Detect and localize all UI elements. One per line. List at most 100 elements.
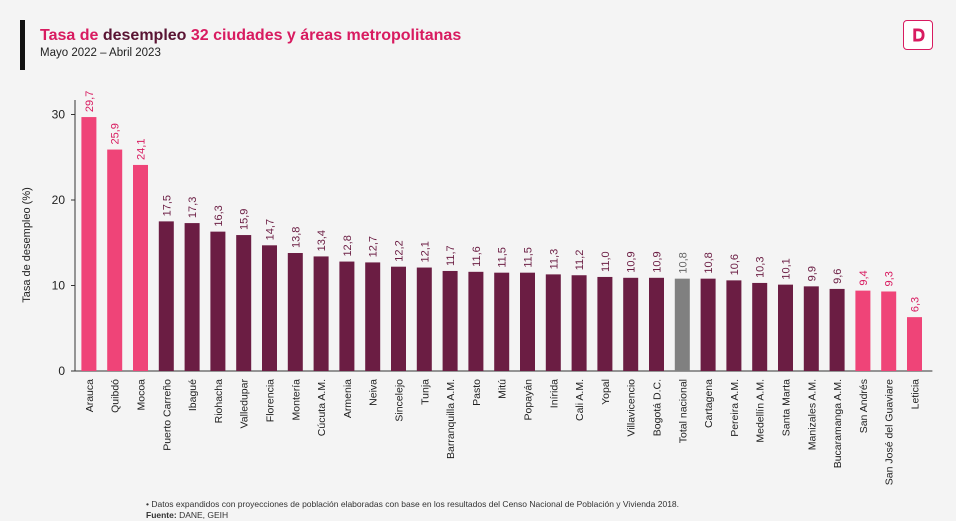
- source-label: Fuente:: [146, 510, 177, 520]
- value-label-20: 11,0: [600, 251, 612, 272]
- value-label-24: 10,8: [703, 252, 715, 273]
- bar-9: [313, 256, 329, 371]
- y-tick-label: 20: [52, 193, 66, 207]
- category-label-17: Popayán: [523, 379, 535, 421]
- category-label-24: Cartagena: [703, 379, 715, 428]
- bar-24: [700, 278, 716, 371]
- bar-31: [881, 291, 897, 371]
- bar-15: [468, 271, 484, 371]
- bar-29: [829, 288, 845, 371]
- category-label-15: Pasto: [471, 379, 483, 406]
- bar-10: [339, 261, 355, 371]
- footnote: • Datos expandidos con proyecciones de p…: [146, 499, 680, 509]
- chart-subtitle: Mayo 2022 – Abril 2023: [40, 47, 161, 59]
- y-tick-label: 10: [52, 279, 66, 293]
- category-label-32: Leticia: [910, 379, 922, 410]
- value-label-4: 17,3: [187, 197, 199, 218]
- category-label-14: Barranquilla A.M.: [445, 379, 457, 459]
- value-label-29: 9,6: [832, 269, 844, 284]
- source-text: DANE, GEIH: [176, 510, 229, 520]
- category-label-30: San Andrés: [858, 379, 870, 433]
- bar-16: [494, 272, 510, 371]
- bar-25: [726, 280, 742, 371]
- value-label-12: 12,2: [394, 240, 406, 261]
- bar-30: [855, 290, 871, 371]
- bar-22: [649, 277, 664, 371]
- title-part-3: 32 ciudades y áreas metropolitanas: [186, 27, 462, 44]
- category-label-19: Cali A.M.: [574, 379, 586, 421]
- value-label-6: 15,9: [239, 209, 251, 230]
- category-label-22: Bogotá D.C.: [652, 379, 664, 436]
- bar-27: [778, 284, 793, 371]
- category-label-26: Medellín A.M.: [755, 379, 767, 443]
- y-tick-label: 0: [58, 364, 65, 378]
- y-axis-label: Tasa de desempleo (%): [21, 187, 33, 303]
- title-accent-bar: [20, 20, 25, 70]
- value-label-27: 10,1: [781, 258, 793, 279]
- y-tick-label: 30: [52, 108, 66, 122]
- value-label-5: 16,3: [213, 205, 225, 226]
- chart-title: Tasa de desempleo 32 ciudades y áreas me…: [40, 27, 461, 45]
- category-label-16: Mitú: [497, 379, 509, 399]
- value-label-14: 11,7: [445, 245, 457, 266]
- category-label-2: Mocoa: [136, 379, 148, 411]
- source-note: Fuente: DANE, GEIH: [146, 510, 228, 520]
- bar-23: [674, 278, 690, 371]
- value-label-25: 10,6: [729, 254, 741, 275]
- category-label-8: Montería: [290, 379, 302, 421]
- value-label-2: 24,1: [136, 139, 148, 160]
- value-label-15: 11,6: [471, 246, 483, 267]
- category-label-13: Tunja: [419, 379, 431, 405]
- value-label-17: 11,5: [523, 247, 535, 268]
- value-label-30: 9,4: [858, 270, 870, 285]
- value-label-19: 11,2: [574, 250, 586, 271]
- bar-3: [158, 221, 174, 371]
- category-label-20: Yopal: [600, 379, 612, 405]
- bar-26: [752, 282, 768, 371]
- category-label-5: Riohacha: [213, 379, 225, 424]
- value-label-0: 29,7: [84, 91, 96, 112]
- value-label-9: 13,4: [316, 230, 328, 251]
- bar-21: [623, 277, 639, 371]
- category-label-9: Cúcuta A.M.: [316, 379, 328, 436]
- bar-14: [442, 270, 458, 371]
- category-label-29: Bucaramanga A.M.: [832, 379, 844, 468]
- bar-0: [81, 117, 97, 371]
- bar-28: [803, 286, 819, 371]
- bar-32: [907, 317, 922, 371]
- category-label-4: Ibagué: [187, 379, 199, 411]
- category-label-31: San José del Guaviare: [884, 379, 896, 485]
- value-label-8: 13,8: [290, 227, 302, 248]
- category-label-7: Florencia: [265, 379, 277, 422]
- category-label-0: Arauca: [84, 379, 96, 412]
- value-label-23: 10,8: [677, 252, 689, 273]
- bar-8: [287, 253, 303, 371]
- value-label-28: 9,9: [806, 266, 818, 281]
- bar-6: [236, 235, 252, 371]
- bar-18: [545, 274, 561, 371]
- value-label-3: 17,5: [161, 195, 173, 216]
- bar-5: [210, 231, 226, 371]
- category-label-23: Total nacional: [677, 379, 689, 443]
- bar-4: [184, 223, 200, 371]
- category-label-12: Sincelejo: [394, 379, 406, 422]
- category-label-1: Quibdó: [110, 379, 122, 413]
- bar-2: [133, 164, 148, 371]
- bar-19: [571, 275, 587, 371]
- title-part-1: Tasa de: [40, 27, 103, 44]
- title-part-2: desempleo: [102, 27, 187, 44]
- dane-logo-icon: [903, 20, 933, 50]
- value-label-22: 10,9: [652, 251, 664, 272]
- category-label-11: Neiva: [368, 379, 380, 406]
- bar-11: [365, 262, 381, 371]
- value-label-7: 14,7: [265, 219, 277, 240]
- value-label-32: 6,3: [910, 297, 922, 312]
- category-label-6: Valledupar: [239, 379, 251, 429]
- value-label-16: 11,5: [497, 247, 509, 268]
- bar-12: [391, 266, 406, 371]
- bar-7: [262, 245, 277, 371]
- bar-20: [597, 276, 613, 371]
- value-label-18: 11,3: [548, 249, 560, 270]
- category-label-21: Villavicencio: [626, 379, 638, 437]
